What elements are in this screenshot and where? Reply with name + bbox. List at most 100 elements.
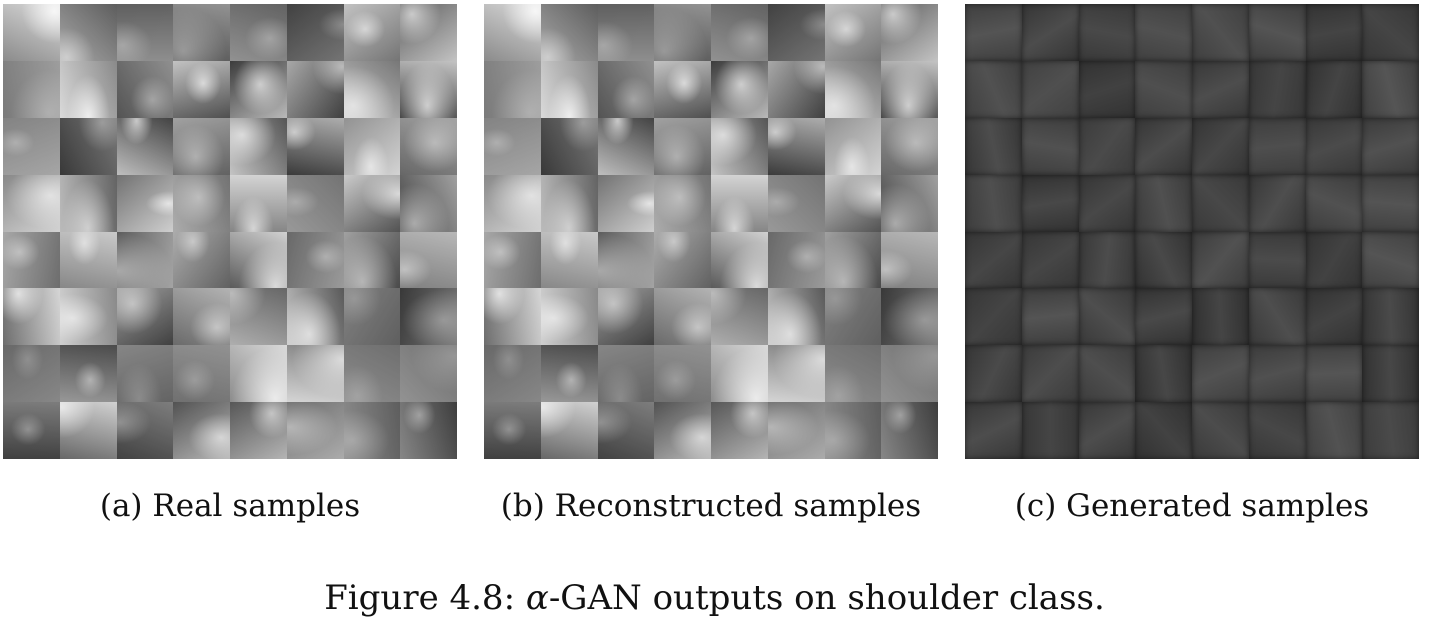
sample-tile bbox=[230, 288, 287, 346]
sample-tile bbox=[116, 4, 174, 61]
sample-tile bbox=[1192, 402, 1249, 459]
sample-tile bbox=[1248, 4, 1306, 61]
sample-tile bbox=[230, 117, 287, 175]
sample-tile bbox=[597, 4, 655, 61]
sample-tile bbox=[540, 345, 598, 403]
sample-tile bbox=[286, 402, 344, 459]
sample-tile bbox=[767, 288, 825, 346]
sample-tile bbox=[654, 288, 711, 346]
sample-tile bbox=[1362, 4, 1419, 61]
sample-tile bbox=[1248, 174, 1306, 232]
sample-tile bbox=[116, 174, 174, 232]
sample-tile bbox=[1078, 345, 1136, 403]
sample-tile bbox=[116, 117, 174, 175]
sample-tile bbox=[1305, 345, 1363, 403]
sample-tile bbox=[1021, 4, 1079, 61]
sample-tile bbox=[1362, 345, 1419, 403]
sample-tile bbox=[1362, 288, 1419, 346]
sample-tile bbox=[484, 345, 541, 403]
sample-tile bbox=[654, 174, 711, 232]
sample-tile bbox=[286, 4, 344, 61]
sample-tile bbox=[1135, 402, 1192, 459]
sample-tile bbox=[1305, 174, 1363, 232]
sample-tile bbox=[965, 4, 1022, 61]
sample-tile bbox=[881, 345, 938, 403]
caption-reconstructed-samples: (b) Reconstructed samples bbox=[500, 488, 922, 524]
sample-tile bbox=[597, 288, 655, 346]
sample-tile bbox=[343, 117, 401, 175]
panel-real-samples bbox=[3, 4, 457, 459]
sample-tile bbox=[3, 4, 60, 61]
sample-tile bbox=[1135, 117, 1192, 175]
sample-tile bbox=[824, 288, 882, 346]
sample-tile bbox=[343, 231, 401, 289]
sample-tile bbox=[1078, 4, 1136, 61]
sample-tile bbox=[59, 117, 117, 175]
sample-tile bbox=[540, 288, 598, 346]
sample-tile bbox=[965, 231, 1022, 289]
sample-tile bbox=[116, 60, 174, 118]
sample-tile bbox=[3, 117, 60, 175]
sample-tile bbox=[597, 345, 655, 403]
sample-tile bbox=[230, 174, 287, 232]
sample-tile bbox=[173, 288, 230, 346]
sample-tile bbox=[484, 231, 541, 289]
sample-tile bbox=[173, 345, 230, 403]
sample-tile bbox=[1021, 60, 1079, 118]
sample-tile bbox=[965, 60, 1022, 118]
sample-tile bbox=[767, 4, 825, 61]
sample-tile bbox=[711, 288, 768, 346]
sample-tile bbox=[400, 402, 457, 459]
sample-tile bbox=[3, 288, 60, 346]
sample-tile bbox=[824, 4, 882, 61]
sample-tile bbox=[116, 231, 174, 289]
sample-tile bbox=[711, 174, 768, 232]
sample-tile bbox=[1362, 231, 1419, 289]
sample-tile bbox=[1135, 4, 1192, 61]
sample-tile bbox=[711, 117, 768, 175]
sample-tile bbox=[116, 402, 174, 459]
sample-tile bbox=[343, 4, 401, 61]
sample-tile bbox=[400, 231, 457, 289]
sample-tile bbox=[484, 402, 541, 459]
sample-tile bbox=[824, 174, 882, 232]
sample-tile bbox=[1021, 174, 1079, 232]
sample-tile bbox=[1305, 117, 1363, 175]
sample-tile bbox=[1305, 4, 1363, 61]
sample-tile bbox=[1192, 117, 1249, 175]
sample-tile bbox=[173, 174, 230, 232]
sample-tile bbox=[173, 4, 230, 61]
sample-tile bbox=[1135, 345, 1192, 403]
sample-tile bbox=[173, 60, 230, 118]
sample-tile bbox=[597, 117, 655, 175]
sample-tile bbox=[1192, 288, 1249, 346]
sample-tile bbox=[286, 117, 344, 175]
sample-tile bbox=[654, 345, 711, 403]
sample-tile bbox=[1078, 288, 1136, 346]
sample-tile bbox=[654, 231, 711, 289]
figure-caption: Figure 4.8: α-GAN outputs on shoulder cl… bbox=[0, 576, 1429, 620]
sample-tile bbox=[540, 231, 598, 289]
sample-tile bbox=[400, 288, 457, 346]
sample-tile bbox=[965, 288, 1022, 346]
sample-tile bbox=[824, 231, 882, 289]
sample-tile bbox=[1192, 345, 1249, 403]
sample-tile bbox=[881, 288, 938, 346]
sample-tile bbox=[1078, 174, 1136, 232]
sample-tile bbox=[286, 288, 344, 346]
sample-tile bbox=[484, 60, 541, 118]
sample-tile bbox=[230, 402, 287, 459]
sample-tile bbox=[597, 174, 655, 232]
sample-tile bbox=[1248, 288, 1306, 346]
sample-tile bbox=[59, 60, 117, 118]
sample-tile bbox=[230, 60, 287, 118]
sample-tile bbox=[173, 402, 230, 459]
sample-tile bbox=[230, 345, 287, 403]
sample-tile bbox=[597, 231, 655, 289]
sample-tile bbox=[711, 231, 768, 289]
sample-tile bbox=[965, 402, 1022, 459]
sample-tile bbox=[540, 402, 598, 459]
sample-tile bbox=[767, 60, 825, 118]
sample-tile bbox=[711, 402, 768, 459]
panel-reconstructed-samples bbox=[484, 4, 938, 459]
